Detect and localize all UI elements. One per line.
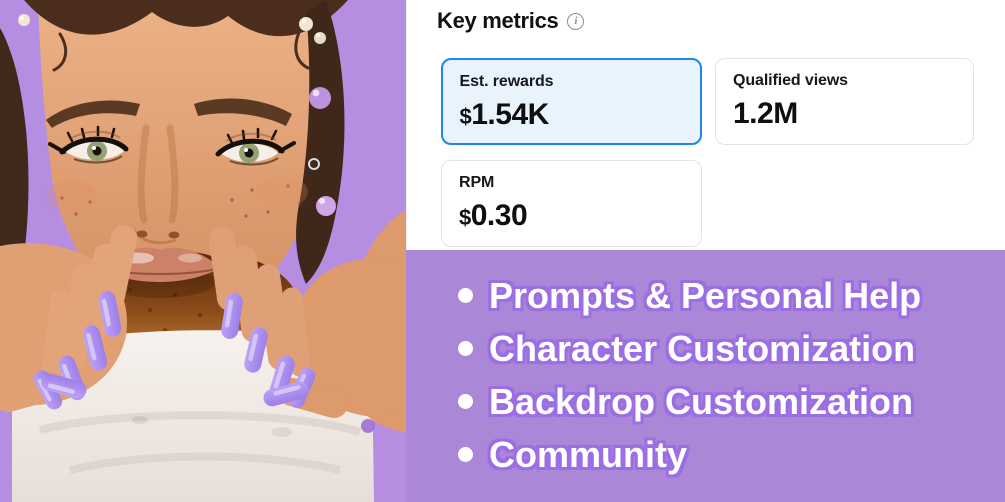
bullet-icon — [458, 288, 473, 303]
feature-text: Backdrop Customization — [489, 380, 914, 422]
feature-list-item: Prompts & Personal Help — [458, 269, 999, 322]
metric-number: 1.2M — [733, 97, 798, 130]
metric-value: $0.30 — [459, 199, 684, 233]
feature-list-item: Character Customization — [458, 322, 999, 375]
metrics-header: Key metrics i — [437, 4, 987, 38]
metric-number: 0.30 — [470, 199, 528, 232]
metric-value: $1.54K — [460, 98, 684, 132]
bullet-icon — [458, 394, 473, 409]
features-section: Prompts & Personal Help Character Custom… — [406, 250, 1005, 502]
marshmallow-photo-illustration — [0, 0, 406, 502]
right-column: Key metrics i Est. rewards $1.54K Qualif… — [406, 0, 1005, 502]
feature-text: Character Customization — [489, 327, 916, 369]
bullet-icon — [458, 341, 473, 356]
metric-card-rpm[interactable]: RPM $0.30 — [441, 160, 702, 247]
metric-label: RPM — [459, 174, 495, 191]
metric-card-qualified-views[interactable]: Qualified views 1.2M — [715, 58, 974, 145]
metrics-title: Key metrics — [437, 8, 559, 33]
feature-text: Prompts & Personal Help — [489, 274, 922, 316]
feature-list-item: Backdrop Customization — [458, 375, 999, 428]
feature-text: Community — [489, 433, 687, 475]
feature-list-item: Community — [458, 428, 999, 481]
metric-cards: Est. rewards $1.54K Qualified views 1.2M… — [441, 58, 987, 247]
bullet-icon — [458, 447, 473, 462]
metric-label: Qualified views — [733, 72, 848, 89]
metric-card-est-rewards[interactable]: Est. rewards $1.54K — [441, 58, 702, 145]
metric-number: 1.54K — [471, 97, 549, 131]
currency-symbol: $ — [459, 103, 472, 129]
currency-symbol: $ — [459, 205, 471, 230]
metric-label: Est. rewards — [459, 72, 554, 90]
info-icon[interactable]: i — [567, 13, 585, 30]
metric-value: 1.2M — [733, 97, 956, 131]
thumbnail-photo — [0, 0, 406, 502]
key-metrics-panel: Key metrics i Est. rewards $1.54K Qualif… — [406, 0, 1005, 250]
